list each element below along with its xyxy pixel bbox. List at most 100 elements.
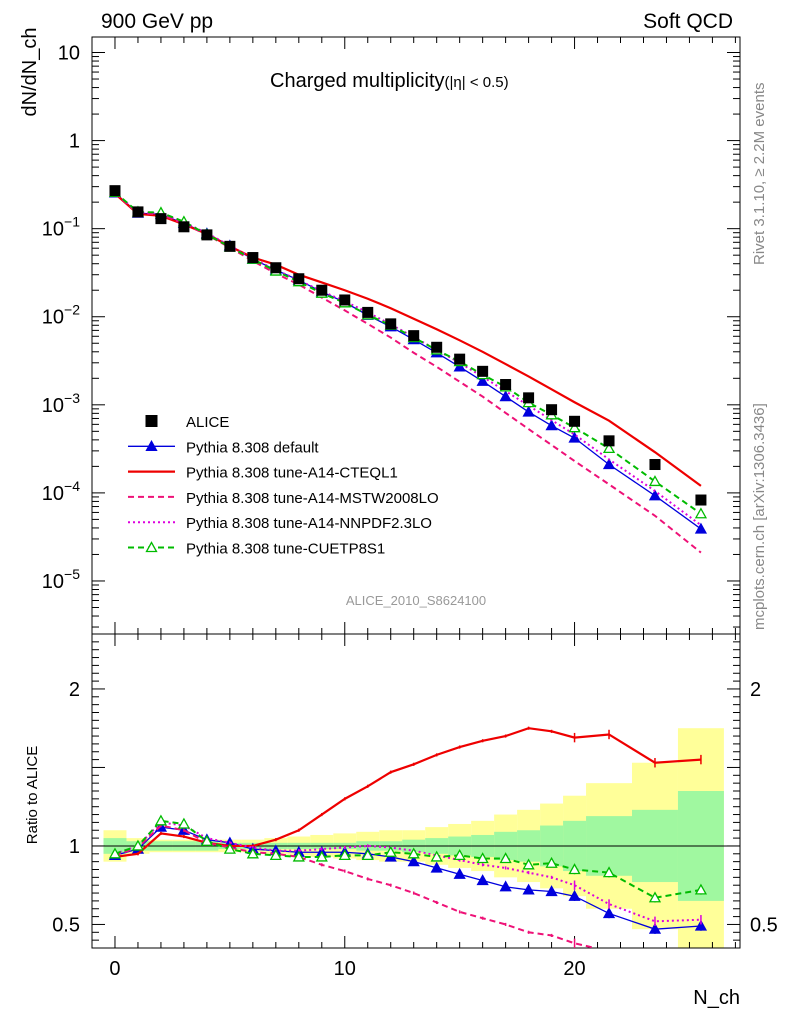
legend: ALICE Pythia 8.308 default Pythia 8.308 tu…: [128, 414, 439, 558]
series-marker-ratio: [522, 858, 535, 870]
series-marker-ratio: [499, 880, 512, 892]
main-y-axis-label: dN/dN_ch: [19, 28, 41, 117]
series-marker-ratio: [545, 856, 558, 868]
series-marker-ratio: [269, 849, 282, 861]
series-marker-ratio: [453, 849, 466, 861]
series-marker-main: [602, 442, 616, 454]
series-marker-ratio: [430, 861, 443, 873]
series-marker-main: [602, 458, 616, 470]
x-tick-labels: 0 10 20: [109, 958, 585, 980]
data-marker: [454, 353, 466, 365]
main-y-tick-label: 10−3: [42, 390, 80, 417]
data-marker: [569, 415, 581, 427]
series-marker-ratio: [499, 852, 512, 864]
data-marker: [316, 284, 328, 296]
data-marker: [224, 240, 236, 252]
series-marker-ratio: [602, 907, 616, 919]
series-marker-ratio: [694, 883, 708, 895]
series-marker-ratio: [338, 849, 351, 861]
series-marker-main: [522, 405, 535, 417]
main-y-tick-label: 10−5: [42, 566, 80, 593]
main-y-axis-label-text: dN/dN_ch: [19, 28, 41, 117]
legend-label: Pythia 8.308 tune-A14-CTEQL1: [186, 465, 398, 482]
series-marker-ratio: [315, 850, 328, 862]
series-marker-ratio: [131, 839, 145, 851]
series-marker-main: [648, 475, 662, 487]
ratio-y-tick-label-left: 2: [69, 679, 80, 701]
data-marker: [155, 213, 167, 225]
series-marker-main: [694, 522, 708, 534]
legend-label: Pythia 8.308 tune-A14-NNPDF2.3LO: [186, 515, 432, 532]
ratio-y-tick-labels: 0.5 0.5 1 2 2: [52, 679, 778, 937]
chart-title-suffix: (|η| < 0.5): [445, 74, 509, 91]
series-marker-ratio: [648, 891, 662, 903]
series-marker-ratio: [545, 885, 558, 897]
data-marker: [339, 294, 351, 306]
ratio-y-tick-label-right: 0.5: [750, 914, 778, 936]
series-line-main: [114, 191, 702, 526]
legend-marker: [145, 439, 158, 451]
rivet-version-label: Rivet 3.1.10, ≥ 2.2M events: [751, 83, 768, 266]
series-marker-ratio: [154, 814, 168, 826]
series-marker-ratio: [407, 847, 420, 859]
series-marker-ratio: [568, 863, 581, 875]
x-tick-label: 0: [109, 958, 120, 980]
main-y-tick-labels: 10 1 10−1 10−2 10−3 10−4 10−5: [42, 43, 80, 593]
data-marker: [178, 221, 190, 233]
series-marker-ratio: [361, 849, 374, 861]
legend-label: Pythia 8.308 tune-CUETP8S1: [186, 541, 385, 558]
data-marker: [201, 229, 213, 241]
x-tick-label: 10: [334, 958, 356, 980]
analysis-label: ALICE_2010_S8624100: [346, 593, 486, 608]
series-marker-main: [648, 489, 662, 501]
series-marker-ratio: [522, 883, 535, 895]
series-line-ratio: [114, 824, 596, 949]
data-marker: [293, 273, 305, 285]
series-marker-ratio: [108, 847, 122, 859]
data-marker: [523, 392, 535, 404]
data-marker: [649, 459, 661, 471]
legend-label: Pythia 8.308 default: [186, 439, 319, 456]
data-marker: [408, 330, 420, 342]
series-marker-ratio: [568, 889, 581, 901]
series-line-main: [114, 192, 702, 554]
series-marker-main: [453, 360, 466, 372]
data-marker: [477, 365, 489, 377]
series-marker-main: [545, 419, 558, 431]
data-marker: [362, 306, 374, 318]
data-series: [109, 185, 707, 506]
series-marker-ratio: [694, 919, 708, 931]
data-marker: [270, 262, 282, 274]
axis-ticks: [91, 37, 740, 948]
series-layer: [108, 185, 708, 949]
data-marker: [385, 318, 397, 330]
mcplots-label: mcplots.cern.ch [arXiv:1306.3436]: [751, 403, 768, 630]
series-marker-main: [568, 421, 581, 433]
ratio-y-tick-label-right: 2: [750, 679, 761, 701]
legend-label: ALICE: [186, 414, 229, 431]
ratio-y-axis-label: Ratio to ALICE: [24, 746, 41, 844]
series-marker-ratio: [453, 867, 466, 879]
main-y-tick-label: 10−4: [42, 478, 80, 505]
chart-title: Charged multiplicity(|η| < 0.5): [270, 70, 509, 92]
series-marker-ratio: [292, 850, 305, 862]
chart-title-main: Charged multiplicity: [270, 70, 445, 92]
series-marker-ratio: [200, 834, 213, 846]
series-marker-main: [694, 507, 708, 519]
series-marker-ratio: [177, 817, 191, 829]
legend-label: Pythia 8.308 tune-A14-MSTW2008LO: [186, 490, 439, 507]
data-marker: [431, 341, 443, 353]
ratio-y-tick-label-left: 0.5: [52, 914, 80, 936]
header-right-label: Soft QCD: [643, 10, 733, 33]
series-line-ratio: [114, 821, 701, 923]
series-marker-main: [568, 431, 581, 443]
main-y-tick-label: 10−2: [42, 302, 80, 329]
data-marker: [546, 404, 558, 416]
header-left-label: 900 GeV pp: [101, 10, 213, 33]
data-marker: [695, 494, 707, 506]
series-marker-ratio: [476, 874, 489, 886]
ratio-y-tick-label-left: 1: [69, 836, 80, 858]
main-y-tick-label: 10: [58, 43, 80, 65]
series-marker-ratio: [430, 850, 443, 862]
series-marker-ratio: [384, 845, 397, 857]
